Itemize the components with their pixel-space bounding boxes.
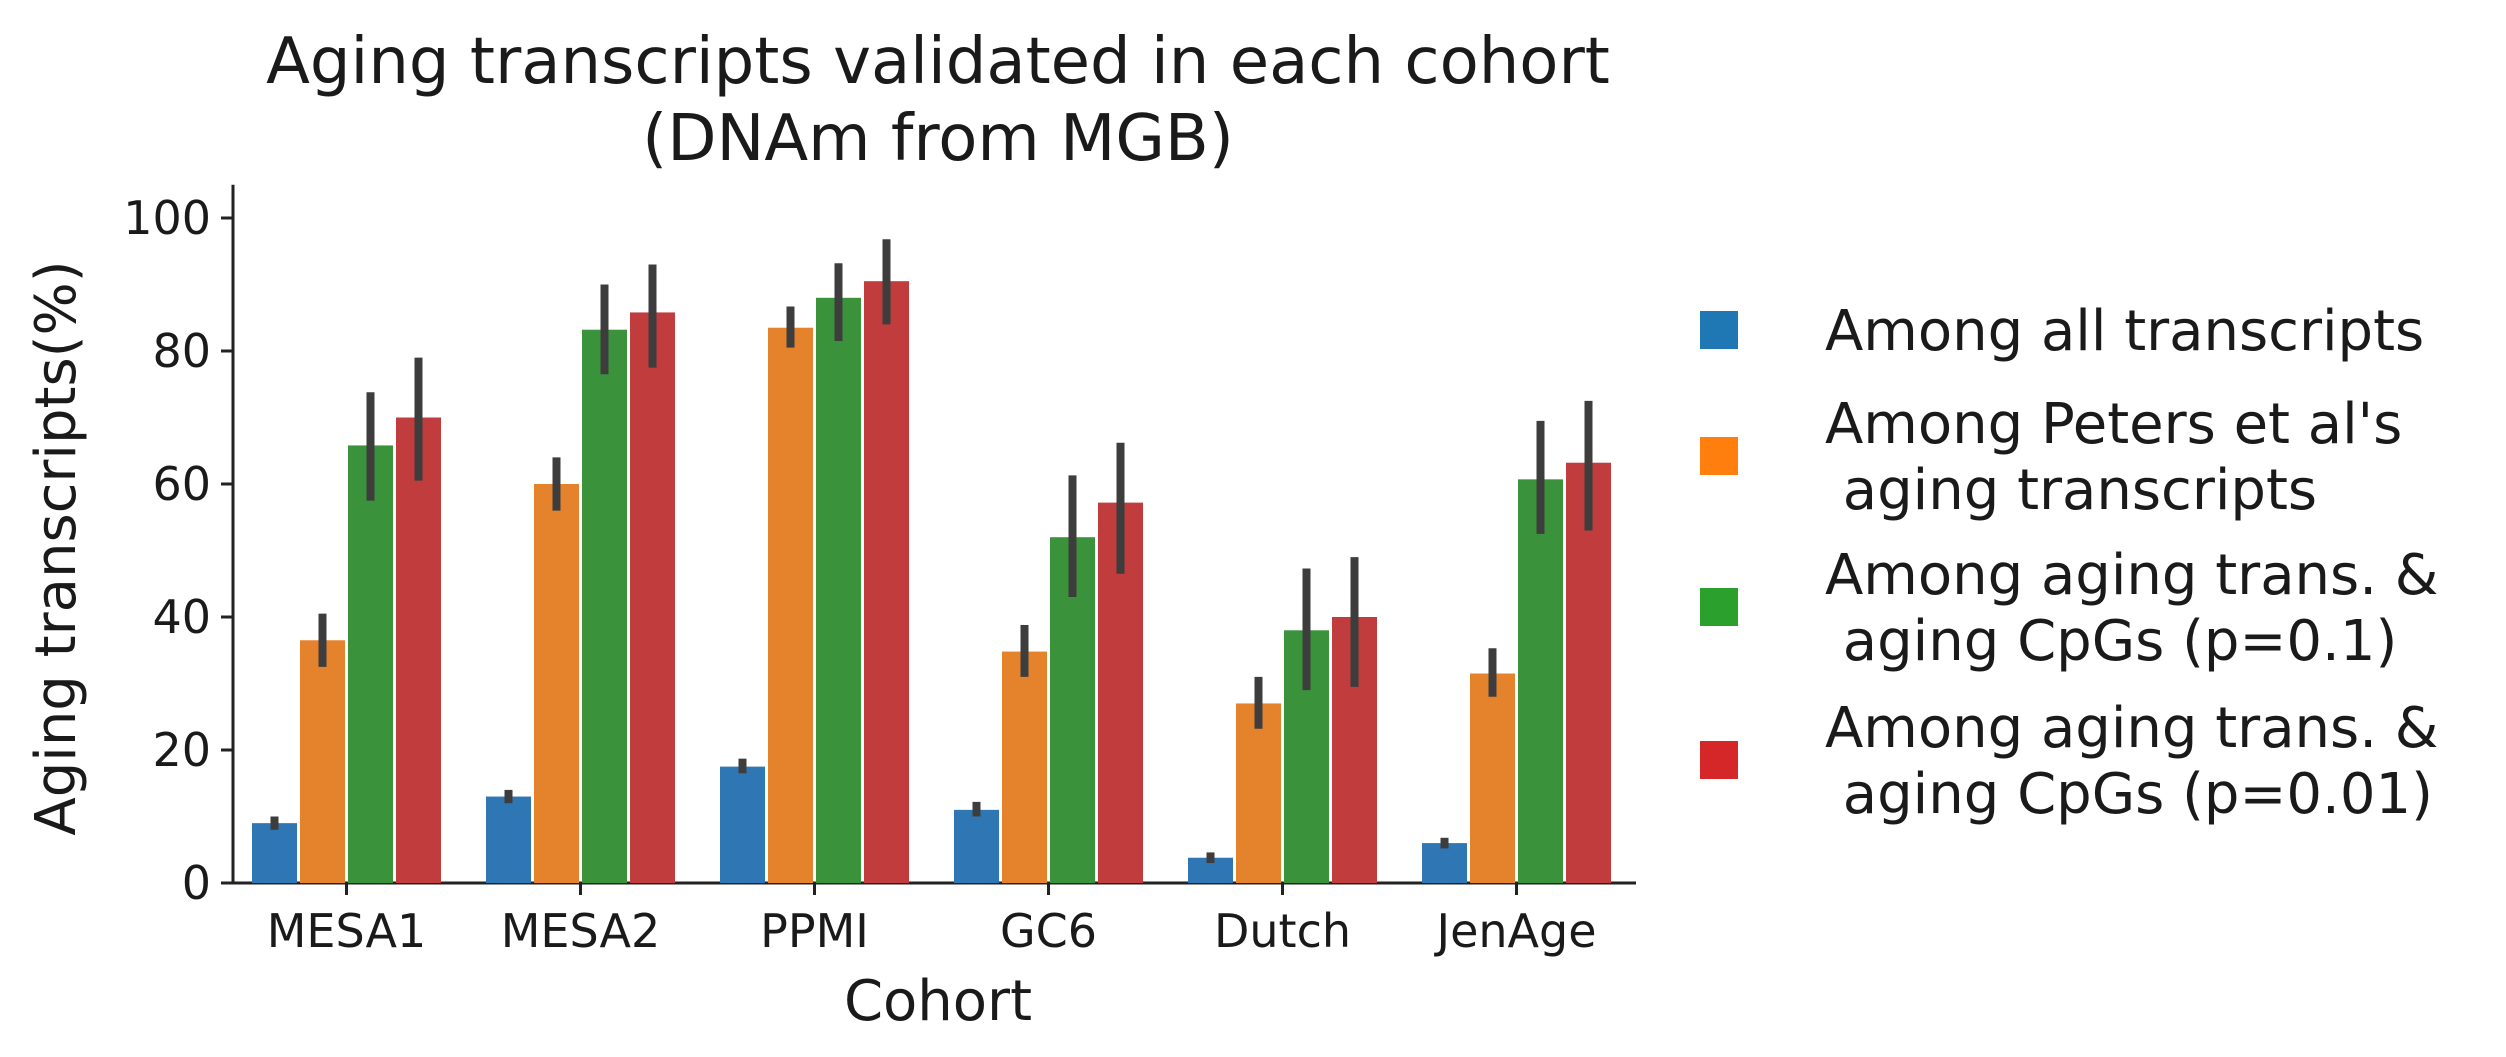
plot-area: 0 20 40 60 80 100 MESA1 MESA2 PPMI GC6 Dutch JenAge bbox=[123, 184, 1636, 958]
legend-swatch bbox=[1700, 741, 1738, 779]
chart-subtitle: (DNAm from MGB) bbox=[642, 102, 1234, 176]
bar bbox=[534, 484, 579, 883]
legend: Among all transcripts Among Peters et al'… bbox=[1700, 299, 2438, 827]
y-tick-label: 40 bbox=[152, 590, 211, 644]
bar bbox=[582, 329, 627, 884]
bar bbox=[1422, 843, 1467, 883]
y-axis-label: Aging transcripts(%) bbox=[24, 260, 89, 835]
x-tick-label: MESA1 bbox=[267, 904, 427, 958]
legend-label-line: aging CpGs (p=0.01) bbox=[1825, 762, 2433, 827]
chart-title: Aging transcripts validated in each coho… bbox=[266, 25, 1610, 99]
x-tick-label: GC6 bbox=[1000, 904, 1097, 958]
bar bbox=[1002, 651, 1047, 883]
legend-label-line: aging CpGs (p=0.1) bbox=[1825, 609, 2397, 674]
bar bbox=[864, 281, 909, 883]
bar bbox=[816, 297, 861, 883]
bar bbox=[348, 445, 393, 883]
bar bbox=[396, 417, 441, 883]
bar bbox=[1566, 462, 1611, 883]
legend-label: Among aging trans. & aging CpGs (p=0.01) bbox=[1825, 696, 2438, 827]
bar bbox=[1518, 479, 1563, 883]
legend-label-line: Among Peters et al's bbox=[1825, 392, 2402, 457]
bar bbox=[1236, 703, 1281, 883]
bar bbox=[300, 640, 345, 883]
legend-swatch bbox=[1700, 588, 1738, 626]
x-tick-label: MESA2 bbox=[501, 904, 661, 958]
legend-label: Among aging trans. & aging CpGs (p=0.1) bbox=[1825, 543, 2438, 674]
bar bbox=[252, 823, 297, 883]
y-tick-label: 80 bbox=[152, 324, 211, 378]
bar bbox=[486, 796, 531, 883]
legend-label: Among Peters et al's aging transcripts bbox=[1825, 392, 2402, 523]
y-tick-label: 20 bbox=[152, 723, 211, 777]
legend-label: Among all transcripts bbox=[1825, 299, 2424, 364]
legend-swatch bbox=[1700, 311, 1738, 349]
legend-swatch bbox=[1700, 437, 1738, 475]
x-tick-label: Dutch bbox=[1214, 904, 1351, 958]
y-tick-label: 0 bbox=[182, 856, 211, 910]
bar bbox=[768, 327, 813, 884]
legend-label-line: aging transcripts bbox=[1825, 458, 2317, 523]
bar bbox=[954, 809, 999, 883]
x-tick-label: JenAge bbox=[1434, 904, 1597, 958]
bar bbox=[720, 766, 765, 883]
bar bbox=[630, 312, 675, 883]
y-tick-label: 60 bbox=[152, 457, 211, 511]
x-tick-label: PPMI bbox=[760, 904, 869, 958]
bar bbox=[1470, 673, 1515, 883]
x-axis-label: Cohort bbox=[844, 969, 1032, 1034]
legend-label-line: Among aging trans. & bbox=[1825, 543, 2438, 608]
y-tick-label: 100 bbox=[123, 191, 211, 245]
legend-label-line: Among aging trans. & bbox=[1825, 696, 2438, 761]
legend-label-line: Among all transcripts bbox=[1825, 299, 2424, 364]
